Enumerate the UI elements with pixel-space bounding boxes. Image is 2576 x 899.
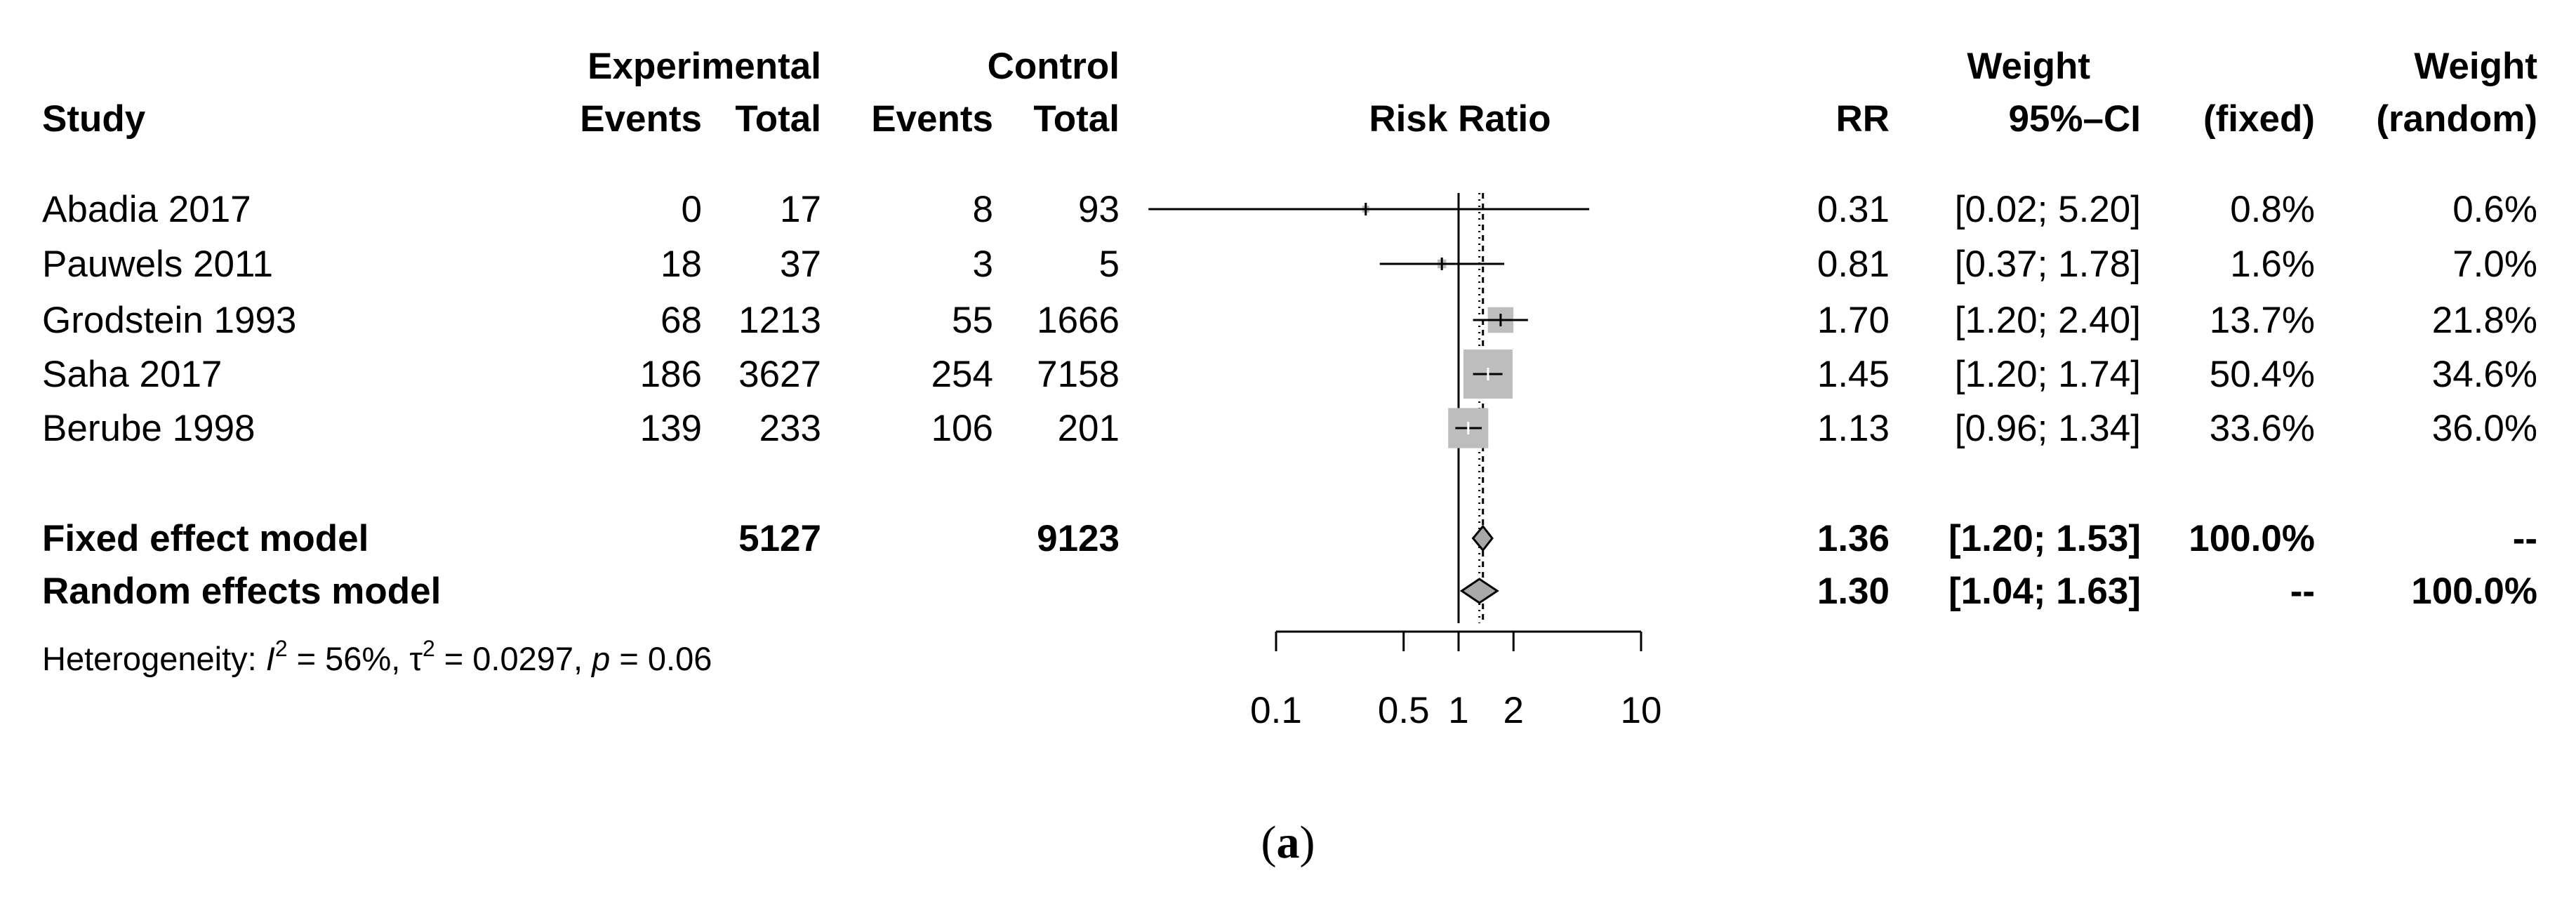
weight-fixed: 33.6% xyxy=(2210,408,2315,449)
heterogeneity-text: Heterogeneity: I2 = 56%, τ2 = 0.0297, p … xyxy=(42,636,712,677)
ctl-events: 106 xyxy=(931,408,993,449)
header-control: Control xyxy=(988,46,1120,87)
x-tick-label: 10 xyxy=(1621,690,1662,731)
chart-title: Risk Ratio xyxy=(1369,98,1551,140)
ci-value: [0.02; 5.20] xyxy=(1955,189,2141,230)
study-name: Grodstein 1993 xyxy=(42,300,296,341)
random-effect-diamond xyxy=(1459,578,1499,604)
fixed-ci: [1.20; 1.53] xyxy=(1948,518,2141,559)
fixed-model-label: Fixed effect model xyxy=(42,518,369,559)
exp-events: 139 xyxy=(640,408,702,449)
header-exp-events: Events xyxy=(580,98,702,140)
weight-random: 21.8% xyxy=(2432,300,2537,341)
weight-fixed: 50.4% xyxy=(2210,354,2315,395)
ci-value: [0.96; 1.34] xyxy=(1955,408,2141,449)
exp-total: 1213 xyxy=(738,300,821,341)
study-name: Berube 1998 xyxy=(42,408,255,449)
ci-value: [1.20; 1.74] xyxy=(1955,354,2141,395)
weight-fixed: 13.7% xyxy=(2210,300,2315,341)
study-name: Pauwels 2011 xyxy=(42,244,273,285)
exp-events: 186 xyxy=(640,354,702,395)
ctl-events: 55 xyxy=(952,300,993,341)
study-name: Abadia 2017 xyxy=(42,189,251,230)
ctl-total: 5 xyxy=(1099,244,1120,285)
fixed-ctl-total: 9123 xyxy=(1037,518,1120,559)
ctl-total: 7158 xyxy=(1037,354,1120,395)
weight-random: 7.0% xyxy=(2452,244,2537,285)
weight-random: 0.6% xyxy=(2452,189,2537,230)
weight-random: 36.0% xyxy=(2432,408,2537,449)
x-tick-label: 2 xyxy=(1503,690,1524,731)
rr-value: 1.13 xyxy=(1817,408,1890,449)
x-tick-label: 1 xyxy=(1448,690,1468,731)
exp-total: 233 xyxy=(759,408,821,449)
rr-value: 1.70 xyxy=(1817,300,1890,341)
rr-value: 0.31 xyxy=(1817,189,1890,230)
fixed-exp-total: 5127 xyxy=(738,518,821,559)
ci-value: [0.37; 1.78] xyxy=(1955,244,2141,285)
header-ctl-total: Total xyxy=(1033,98,1120,140)
weight-fixed: 0.8% xyxy=(2230,189,2315,230)
header-fixed: (fixed) xyxy=(2203,98,2315,140)
header-ctl-events: Events xyxy=(871,98,993,140)
ci-value: [1.20; 2.40] xyxy=(1955,300,2141,341)
header-study: Study xyxy=(42,98,146,140)
x-tick-label: 0.1 xyxy=(1250,690,1302,731)
header-weight-random: Weight xyxy=(2414,46,2537,87)
random-weight-fixed: -- xyxy=(2290,571,2315,612)
ctl-total: 201 xyxy=(1058,408,1120,449)
ctl-events: 3 xyxy=(973,244,993,285)
study-name: Saha 2017 xyxy=(42,354,222,395)
exp-events: 68 xyxy=(660,300,702,341)
exp-total: 37 xyxy=(780,244,821,285)
exp-total: 3627 xyxy=(738,354,821,395)
ctl-total: 1666 xyxy=(1037,300,1120,341)
random-weight-random: 100.0% xyxy=(2411,571,2537,612)
header-rr: RR xyxy=(1835,98,1890,140)
exp-total: 17 xyxy=(780,189,821,230)
header-random: (random) xyxy=(2376,98,2537,140)
header-weight-fixed: Weight xyxy=(1967,46,2090,87)
random-ci: [1.04; 1.63] xyxy=(1948,571,2141,612)
rr-value: 0.81 xyxy=(1817,244,1890,285)
exp-events: 18 xyxy=(660,244,702,285)
ctl-total: 93 xyxy=(1078,189,1120,230)
header-ci: 95%–CI xyxy=(2008,98,2141,140)
fixed-weight-fixed: 100.0% xyxy=(2189,518,2315,559)
rr-value: 1.45 xyxy=(1817,354,1890,395)
x-tick-label: 0.5 xyxy=(1378,690,1430,731)
header-exp-total: Total xyxy=(735,98,821,140)
caption: (a) xyxy=(1261,817,1315,868)
header-experimental: Experimental xyxy=(587,46,821,87)
random-model-label: Random effects model xyxy=(42,571,441,612)
weight-fixed: 1.6% xyxy=(2230,244,2315,285)
exp-events: 0 xyxy=(682,189,702,230)
random-rr: 1.30 xyxy=(1817,571,1890,612)
ctl-events: 8 xyxy=(973,189,993,230)
fixed-effect-diamond xyxy=(1471,524,1494,552)
ctl-events: 254 xyxy=(931,354,993,395)
fixed-rr: 1.36 xyxy=(1817,518,1890,559)
fixed-weight-random: -- xyxy=(2513,518,2537,559)
weight-random: 34.6% xyxy=(2432,354,2537,395)
